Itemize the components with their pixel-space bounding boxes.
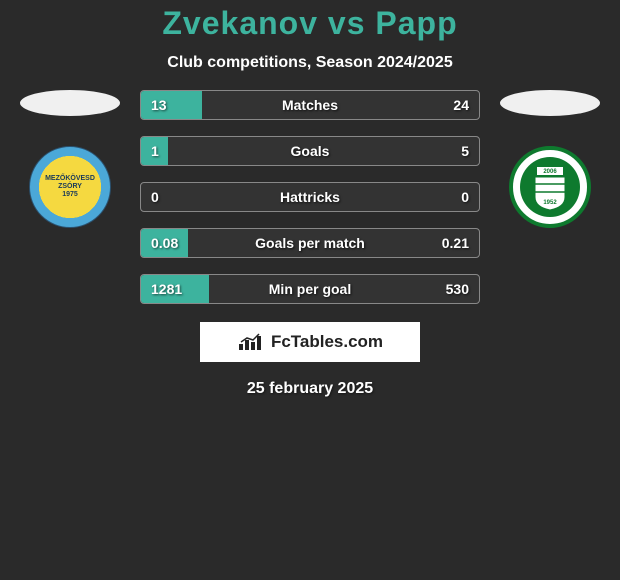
stat-value-left: 13 xyxy=(151,97,167,113)
badge-text: ZSÓRY xyxy=(45,183,95,191)
stat-row: 1281 Min per goal 530 xyxy=(140,274,480,304)
chart-icon xyxy=(237,332,265,352)
brand-box[interactable]: FcTables.com xyxy=(200,322,420,362)
stat-label: Goals per match xyxy=(255,235,365,251)
right-club-logo: 2006 1952 xyxy=(509,146,591,228)
stat-label: Hattricks xyxy=(280,189,340,205)
stat-value-right: 0 xyxy=(461,189,469,205)
right-player-col: 2006 1952 xyxy=(500,90,600,228)
badge-text: MEZŐKÖVESD xyxy=(45,175,95,183)
stat-row: 1 Goals 5 xyxy=(140,136,480,166)
player-photo-placeholder-left xyxy=(20,90,120,116)
stat-row: 13 Matches 24 xyxy=(140,90,480,120)
page-title: Zvekanov vs Papp xyxy=(0,5,620,42)
badge-year: 2006 xyxy=(543,169,557,175)
stat-value-left: 1 xyxy=(151,143,159,159)
stat-value-right: 24 xyxy=(453,97,469,113)
comparison-card: Zvekanov vs Papp Club competitions, Seas… xyxy=(0,0,620,398)
stat-value-left: 0.08 xyxy=(151,235,178,251)
shield-icon: 2006 1952 xyxy=(515,152,585,222)
left-club-badge-text: MEZŐKÖVESD ZSÓRY 1975 xyxy=(45,175,95,198)
subtitle: Club competitions, Season 2024/2025 xyxy=(0,54,620,72)
stat-value-right: 530 xyxy=(446,281,469,297)
left-club-logo: MEZŐKÖVESD ZSÓRY 1975 xyxy=(29,146,111,228)
left-player-col: MEZŐKÖVESD ZSÓRY 1975 xyxy=(20,90,120,228)
stat-row: 0 Hattricks 0 xyxy=(140,182,480,212)
stat-value-left: 1281 xyxy=(151,281,182,297)
player-photo-placeholder-right xyxy=(500,90,600,116)
brand-label: FcTables.com xyxy=(271,332,383,352)
stat-row: 0.08 Goals per match 0.21 xyxy=(140,228,480,258)
stat-value-right: 0.21 xyxy=(442,235,469,251)
date-label: 25 february 2025 xyxy=(0,380,620,398)
stats-column: 13 Matches 24 1 Goals 5 0 Hattricks 0 0.08 Goals p… xyxy=(140,90,480,304)
main-row: MEZŐKÖVESD ZSÓRY 1975 13 Matches 24 1 Goals 5… xyxy=(0,90,620,304)
stat-value-right: 5 xyxy=(461,143,469,159)
stat-value-left: 0 xyxy=(151,189,159,205)
stat-label: Min per goal xyxy=(269,281,351,297)
badge-year: 1952 xyxy=(543,200,557,206)
stat-label: Goals xyxy=(291,143,330,159)
stat-label: Matches xyxy=(282,97,338,113)
badge-text: 1975 xyxy=(45,191,95,199)
